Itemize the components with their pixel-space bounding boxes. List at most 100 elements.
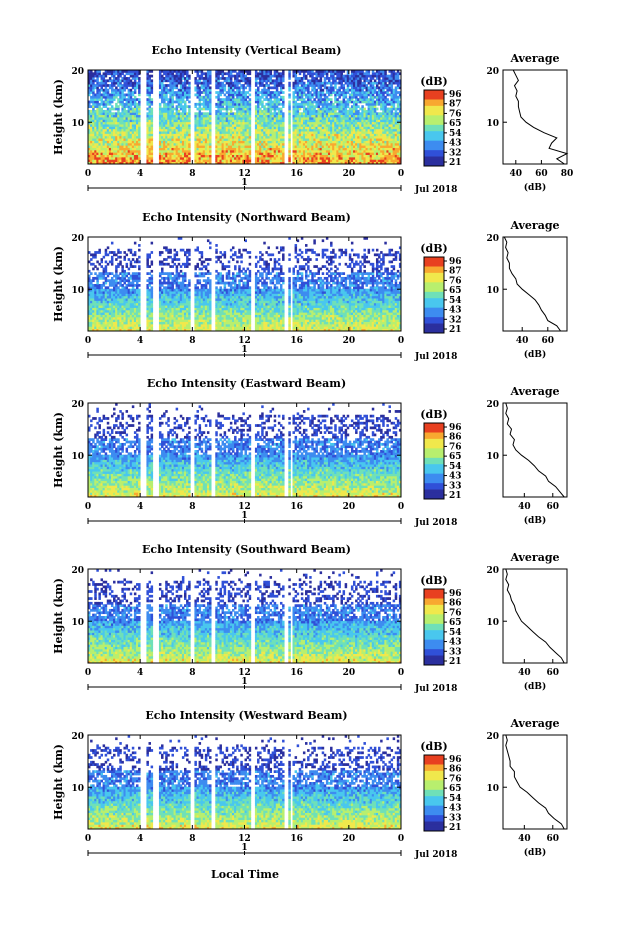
heatmap-cell (176, 86, 178, 89)
heatmap-cell (280, 82, 282, 85)
heatmap-cell (188, 110, 190, 113)
heatmap-cell (130, 105, 132, 108)
heatmap-cell (249, 105, 251, 108)
heatmap-cell (199, 94, 201, 97)
heatmap-cell (355, 103, 357, 106)
heatmap-cell (292, 98, 294, 101)
heatmap-cell (282, 84, 284, 87)
heatmap-cell (330, 98, 332, 101)
heatmap-cell (149, 77, 151, 80)
heatmap-cell (209, 136, 211, 139)
heatmap-cell (103, 77, 105, 80)
heatmap-cell (282, 126, 284, 129)
heatmap-cell (151, 119, 153, 122)
heatmap-cell (92, 89, 94, 92)
heatmap-cell (209, 89, 211, 92)
heatmap-cell (224, 84, 226, 87)
heatmap-cell (259, 98, 261, 101)
heatmap-cell (138, 101, 140, 104)
x-tick-label: 8 (189, 169, 195, 179)
heatmap-cell (288, 157, 290, 160)
heatmap-cell (261, 101, 263, 104)
heatmap-cell (209, 86, 211, 89)
heatmap-cell (267, 84, 269, 87)
heatmap-cell (330, 84, 332, 87)
heatmap-cell (188, 82, 190, 85)
heatmap-cell (171, 98, 173, 101)
heatmap-cell (282, 148, 284, 151)
heatmap-cell (151, 138, 153, 141)
heatmap-cell (188, 133, 190, 136)
heatmap-cell (288, 143, 290, 146)
heatmap-cell (209, 75, 211, 78)
heatmap-cell (372, 98, 374, 101)
heatmap-cell (222, 75, 224, 78)
panel-1: Echo Intensity (Vertical Beam)0 4 8 12 16 20 0… (52, 44, 573, 195)
heatmap-cell (384, 72, 386, 75)
heatmap-cell (288, 101, 290, 104)
heatmap-cell (188, 77, 190, 80)
heatmap-cell (282, 103, 284, 106)
heatmap-cell (259, 108, 261, 111)
heatmap-cell (151, 103, 153, 106)
heatmap-cell (130, 79, 132, 82)
heatmap-cell (184, 108, 186, 111)
heatmap-cell (249, 136, 251, 139)
heatmap-cell (138, 119, 140, 122)
heatmap-cell (249, 141, 251, 144)
heatmap-cell (151, 133, 153, 136)
heatmap-cell (230, 108, 232, 111)
heatmap-cell (138, 110, 140, 113)
heatmap-cell (115, 86, 117, 89)
heatmap-cell (186, 72, 188, 75)
heatmap-cell (197, 72, 199, 75)
heatmap-cell (288, 72, 290, 75)
heatmap-cell (318, 105, 320, 108)
heatmap-cell (151, 86, 153, 89)
heatmap-cell (188, 131, 190, 134)
heatmap-cell (301, 79, 303, 82)
heatmap-cell (332, 103, 334, 106)
heatmap-cell (261, 96, 263, 99)
heatmap-cell (357, 110, 359, 113)
heatmap-cell (151, 126, 153, 129)
heatmap-cell (313, 86, 315, 89)
heatmap-cell (249, 131, 251, 134)
heatmap-cell (288, 77, 290, 80)
heatmap-cell (249, 157, 251, 160)
heatmap-cell (176, 84, 178, 87)
heatmap-cell (276, 96, 278, 99)
heatmap-cell (138, 94, 140, 97)
heatmap-cell (188, 122, 190, 125)
heatmap-cell (245, 86, 247, 89)
heatmap-cell (138, 129, 140, 132)
heatmap-cell (295, 75, 297, 78)
heatmap-cell (338, 89, 340, 92)
heatmap-cell (320, 96, 322, 99)
heatmap-cell (230, 110, 232, 113)
heatmap-cell (159, 72, 161, 75)
heatmap-cell (307, 86, 309, 89)
heatmap-cell (303, 72, 305, 75)
heatmap-cell (288, 138, 290, 141)
heatmap-cell (138, 98, 140, 101)
heatmap-cell (151, 79, 153, 82)
heatmap-cell (165, 86, 167, 89)
heatmap-cell (186, 79, 188, 82)
heatmap-cell (199, 79, 201, 82)
heatmap-cell (101, 86, 103, 89)
heatmap-cell (101, 108, 103, 111)
heatmap-cell (288, 96, 290, 99)
heatmap-cell (138, 112, 140, 115)
heatmap-cell (343, 86, 345, 89)
heatmap-cell (123, 75, 125, 78)
heatmap-cell (134, 101, 136, 104)
heatmap-cell (288, 94, 290, 97)
heatmap-cell (151, 82, 153, 85)
heatmap-cell (151, 110, 153, 113)
heatmap-cell (315, 89, 317, 92)
heatmap-cell (322, 89, 324, 92)
heatmap-cell (188, 117, 190, 120)
heatmap-cell (282, 72, 284, 75)
heatmap-cell (265, 82, 267, 85)
